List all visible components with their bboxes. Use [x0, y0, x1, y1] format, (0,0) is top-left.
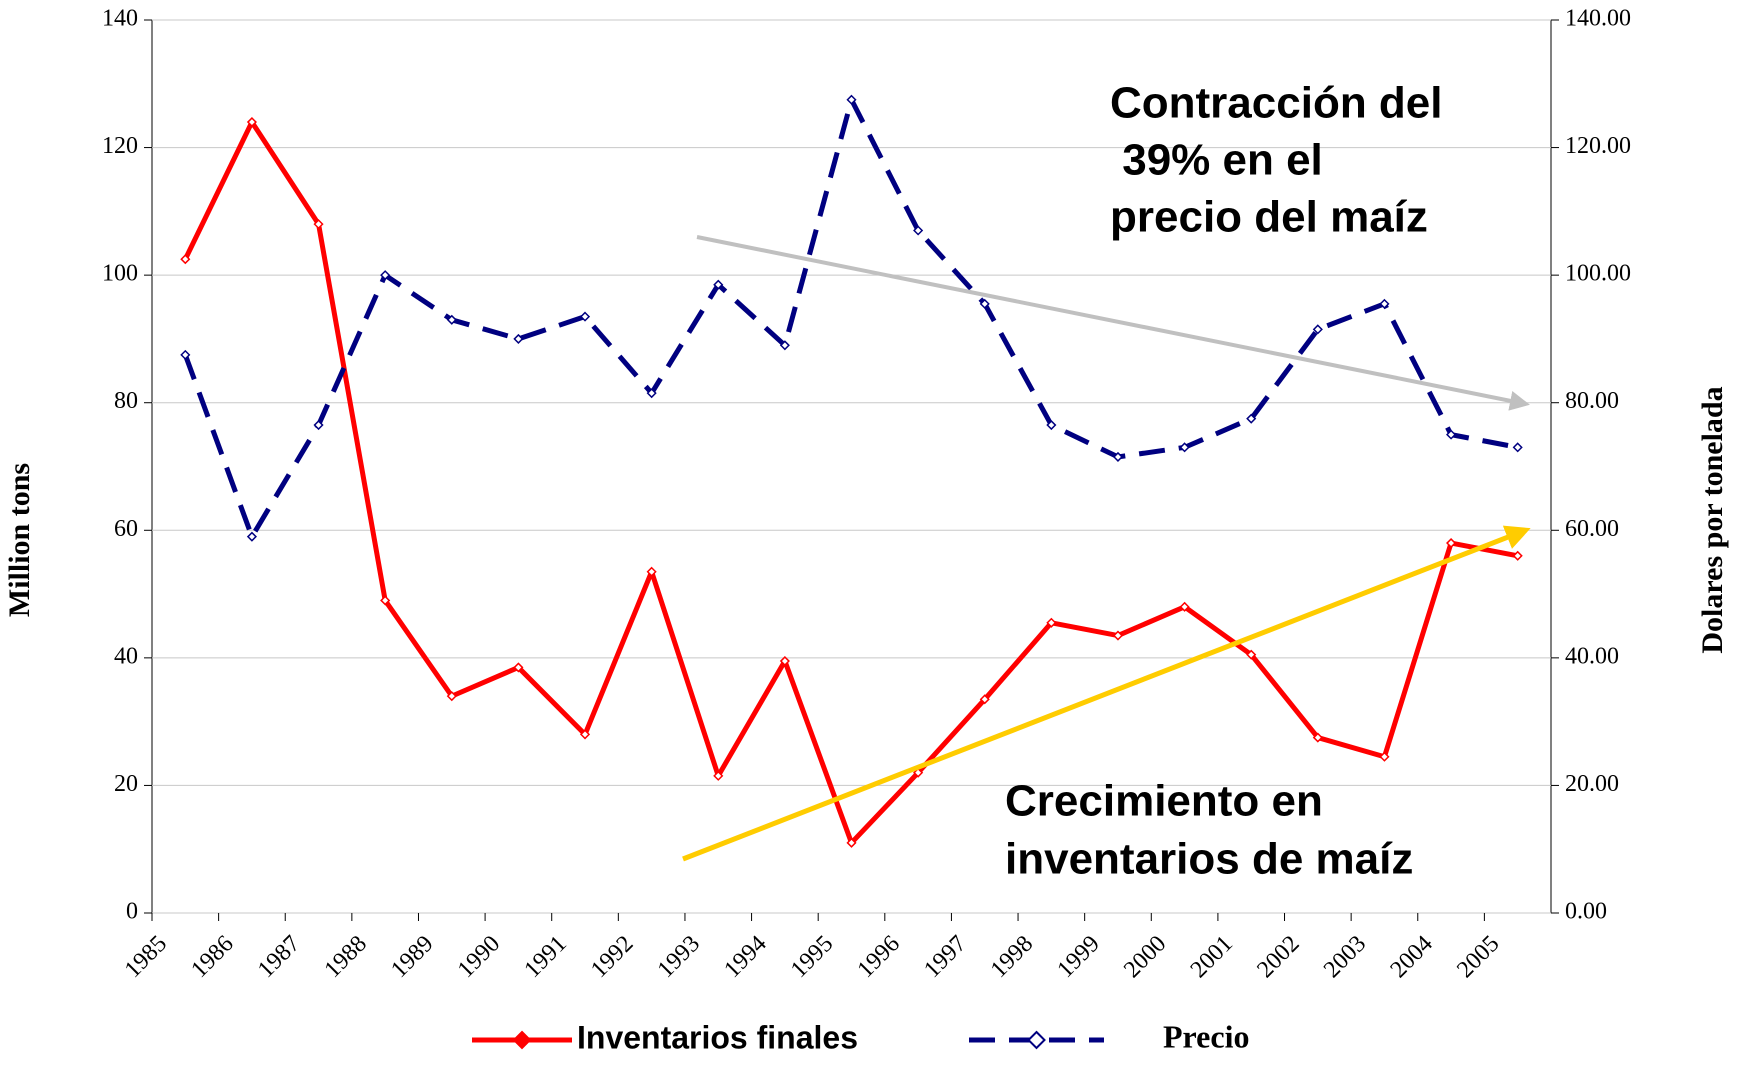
y2-tick-label: 100.00: [1565, 261, 1631, 287]
x-tick-label: 1986: [186, 931, 238, 983]
x-tick-label: 2004: [1386, 931, 1438, 983]
point-marker: [579, 311, 591, 322]
point-marker: [180, 254, 191, 265]
x-tick-label: 2005: [1452, 931, 1504, 983]
y-tick-label: 80: [114, 388, 138, 414]
legend-marker: [1027, 1030, 1046, 1050]
annotation: Crecimiento en: [1005, 777, 1323, 826]
y2-tick-label: 0.00: [1565, 899, 1607, 925]
y-tick-label: 20: [114, 771, 138, 797]
point-marker: [1446, 429, 1457, 440]
trend-arrow: [696, 235, 1530, 411]
y-tick-label: 120: [102, 133, 138, 159]
x-tick-label: 1999: [1052, 931, 1104, 983]
x-tick-label: 1998: [986, 931, 1038, 983]
point-marker: [1246, 413, 1257, 424]
x-tick-label: 2001: [1186, 931, 1238, 983]
point-marker: [446, 314, 457, 325]
legend-marker: [512, 1030, 532, 1050]
point-marker: [1046, 419, 1057, 431]
grid: [144, 19, 1559, 921]
point-marker: [513, 333, 524, 344]
x-tick-label: 2000: [1119, 931, 1171, 983]
annotation: Contracción del: [1110, 79, 1443, 128]
legend-label: Precio: [1163, 1018, 1249, 1054]
x-tick-label: 1990: [453, 931, 505, 983]
point-marker: [846, 837, 857, 848]
point-marker: [1312, 732, 1323, 743]
point-marker: [913, 767, 924, 778]
y2-tick-label: 40.00: [1565, 643, 1619, 669]
point-marker: [713, 770, 724, 781]
point-marker: [446, 691, 457, 702]
point-marker: [246, 116, 257, 128]
annotation: precio del maíz: [1110, 193, 1428, 242]
y-tick-label: 140: [102, 6, 138, 32]
point-marker: [1512, 550, 1523, 561]
plot: [180, 94, 1523, 848]
point-marker: [979, 298, 990, 309]
point-marker: [313, 419, 324, 431]
point-marker: [846, 94, 857, 105]
point-marker: [513, 662, 524, 673]
x-tick-label: 1993: [653, 931, 705, 983]
legend-label: Inventarios finales: [577, 1019, 858, 1055]
point-marker: [180, 349, 191, 360]
point-marker: [779, 340, 790, 351]
point-marker: [1379, 298, 1390, 309]
y2-tick-label: 20.00: [1565, 771, 1619, 797]
x-tick-label: 2002: [1252, 931, 1304, 983]
x-tick-label: 1989: [386, 931, 438, 983]
x-tick-label: 1994: [719, 931, 771, 983]
point-marker: [779, 655, 790, 667]
point-marker: [1312, 324, 1323, 335]
point-marker: [713, 279, 724, 290]
point-marker: [380, 270, 391, 281]
x-tick-label: 1991: [520, 931, 572, 983]
x-tick-label: 1985: [120, 931, 172, 983]
point-marker: [979, 694, 990, 705]
trend-arrow: [682, 525, 1531, 862]
point-marker: [913, 225, 924, 236]
x-tick-label: 1995: [786, 931, 838, 983]
point-marker: [1512, 442, 1523, 453]
point-marker: [380, 595, 391, 606]
y2-tick-label: 140.00: [1565, 6, 1631, 32]
y2-axis-title: Dolares por tonelada: [1696, 386, 1729, 653]
annotation: inventarios de maíz: [1005, 835, 1413, 884]
x-tick-label: 1997: [919, 931, 971, 983]
x-tick-label: 1987: [253, 931, 305, 983]
point-marker: [1179, 601, 1190, 612]
x-tick-label: 2003: [1319, 931, 1371, 983]
point-marker: [1046, 617, 1057, 628]
annotation: 39% en el: [1110, 136, 1323, 185]
point-marker: [1379, 751, 1390, 762]
point-marker: [246, 531, 257, 542]
y2-tick-label: 80.00: [1565, 388, 1619, 414]
point-marker: [579, 729, 591, 740]
point-marker: [1179, 442, 1190, 453]
point-marker: [1246, 649, 1257, 660]
point-marker: [646, 388, 657, 399]
y-tick-label: 40: [114, 643, 138, 669]
y2-tick-label: 60.00: [1565, 516, 1619, 542]
point-marker: [313, 219, 324, 230]
y-tick-label: 60: [114, 516, 138, 542]
point-marker: [646, 566, 657, 577]
point-marker: [1112, 630, 1124, 641]
x-tick-label: 1992: [586, 931, 638, 983]
y-axis-title: Million tons: [3, 463, 36, 617]
y-tick-label: 100: [102, 261, 138, 287]
y2-tick-label: 120.00: [1565, 133, 1631, 159]
x-tick-label: 1988: [320, 931, 372, 983]
y-tick-label: 0: [126, 899, 138, 925]
point-marker: [1112, 451, 1124, 462]
point-marker: [1446, 537, 1457, 549]
x-tick-label: 1996: [853, 931, 905, 983]
